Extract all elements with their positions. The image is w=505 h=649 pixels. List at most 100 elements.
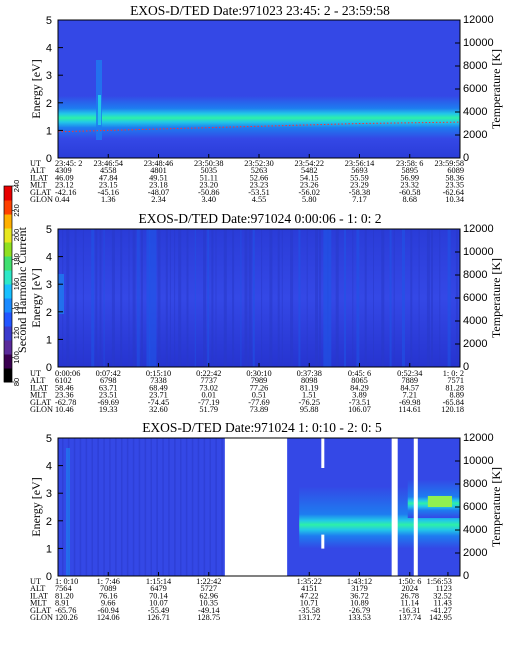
- colorbar-segment: [4, 326, 12, 341]
- colorbar-label: Second Harmonic Current: [15, 226, 29, 353]
- table-cell: 4309: [55, 166, 72, 175]
- panel3-streak: [73, 438, 76, 576]
- panel2-streak: [306, 229, 308, 367]
- table-cell: 8.89: [449, 391, 464, 400]
- table-cell: 23.32: [400, 181, 419, 190]
- table-cell: 2.34: [151, 195, 166, 204]
- panel2-streak: [439, 229, 441, 367]
- table-cell: -50.86: [198, 188, 219, 197]
- table-cell: -48.07: [148, 188, 169, 197]
- table-cell: 1123: [436, 584, 452, 593]
- y-tick-label: 3: [46, 279, 52, 291]
- table-cell: 23:46:54: [93, 159, 123, 168]
- table-cell: 1:50: 6: [398, 577, 421, 586]
- table-cell: 11.43: [434, 599, 452, 608]
- panel3-streak: [132, 438, 135, 576]
- panel2-streak: [402, 229, 405, 367]
- y-tick-label: 1: [46, 543, 52, 555]
- table-cell: 6798: [100, 376, 117, 385]
- table-cell: 23.26: [300, 181, 319, 190]
- table-cell: -77.19: [198, 398, 219, 407]
- panel3-gap: [391, 438, 398, 576]
- y2-tick-label: 0: [463, 570, 469, 582]
- table-row-label: MLT: [30, 181, 47, 190]
- y2-tick-label: 4000: [463, 524, 487, 536]
- panel2-streak: [146, 229, 157, 367]
- y2-tick-label: 10000: [463, 37, 494, 49]
- panel2-streak: [140, 229, 143, 367]
- y2-axis-label: Temperature [K]: [489, 467, 503, 547]
- y-tick-label: 3: [46, 488, 52, 500]
- panel2-streak: [269, 229, 273, 367]
- panel2-streak: [207, 229, 210, 367]
- table-cell: 23:48:46: [144, 159, 174, 168]
- table-cell: 0:15:10: [146, 369, 171, 378]
- y-tick-label: 2: [46, 516, 52, 528]
- panel3-streak: [150, 438, 152, 576]
- table-cell: 23:59:58: [434, 159, 464, 168]
- y-tick-label: 4: [46, 43, 52, 55]
- table-cell: 0:22:42: [196, 369, 221, 378]
- table-cell: 4.55: [252, 195, 267, 204]
- table-cell: 5035: [200, 166, 217, 175]
- table-cell: 5693: [351, 166, 368, 175]
- table-cell: 1: 7:46: [97, 577, 120, 586]
- panel3-white-mark: [321, 534, 325, 549]
- panel2-streak: [290, 229, 294, 367]
- table-cell: 9.66: [101, 599, 116, 608]
- table-cell: 126.71: [147, 613, 170, 622]
- y-tick-label: 0: [46, 153, 52, 165]
- table-cell: -60.58: [399, 188, 420, 197]
- table-cell: 5.80: [302, 195, 317, 204]
- table-cell: 7571: [447, 376, 464, 385]
- panel2-streak: [356, 229, 360, 367]
- colorbar-tick-label: 240: [12, 180, 21, 193]
- table-cell: 4558: [100, 166, 117, 175]
- y2-tick-label: 12000: [463, 432, 494, 444]
- table-cell: 23:52:30: [244, 159, 274, 168]
- panel2-streak: [165, 229, 168, 367]
- panel2-streak: [261, 229, 263, 367]
- table-cell: 23.71: [149, 391, 168, 400]
- table-cell: 5263: [251, 166, 268, 175]
- colorbar-tick-label: 160: [12, 278, 21, 291]
- panel3-edge: [66, 448, 70, 576]
- panel3-streak: [109, 438, 111, 576]
- table-row-label: UT: [30, 369, 41, 378]
- table-cell: 3.89: [352, 391, 367, 400]
- colorbar-tick-label: 200: [12, 229, 21, 242]
- panel3-streak: [85, 438, 88, 576]
- table-cell: -76.25: [299, 398, 320, 407]
- y2-tick-label: 2000: [463, 338, 487, 350]
- colorbar-segment: [4, 340, 12, 355]
- panel2-streak: [132, 229, 136, 367]
- table-cell: 7564: [55, 584, 72, 593]
- panel3-streak: [97, 438, 99, 576]
- colorbar-tick-label: 80: [12, 378, 21, 386]
- table-cell: 124.06: [97, 613, 120, 622]
- table-cell: -77.69: [248, 398, 269, 407]
- colorbar-segment: [4, 270, 12, 285]
- panel2-streak: [120, 229, 123, 367]
- table-cell: -41.27: [431, 606, 452, 615]
- panel2-streak: [277, 229, 280, 367]
- table-row-label: GLON: [30, 613, 53, 622]
- panel3-band-peak: [427, 495, 452, 507]
- table-row-label: ILAT: [30, 383, 48, 392]
- table-cell: 137.74: [398, 613, 422, 622]
- panel1-spike-core: [98, 95, 101, 125]
- table-cell: 128.75: [197, 613, 220, 622]
- panel3-gap: [413, 438, 418, 576]
- table-cell: 0:52:34: [397, 369, 423, 378]
- table-cell: 47.84: [99, 173, 119, 182]
- table-cell: 8.91: [55, 599, 70, 608]
- panel3-streak: [162, 438, 164, 576]
- y-tick-label: 2: [46, 307, 52, 319]
- table-cell: 81.20: [55, 591, 74, 600]
- panel2-streak: [447, 229, 451, 367]
- table-cell: 11.14: [401, 599, 420, 608]
- y2-tick-label: 2000: [463, 129, 487, 141]
- table-cell: 120.18: [441, 405, 464, 414]
- table-cell: 7.21: [402, 391, 417, 400]
